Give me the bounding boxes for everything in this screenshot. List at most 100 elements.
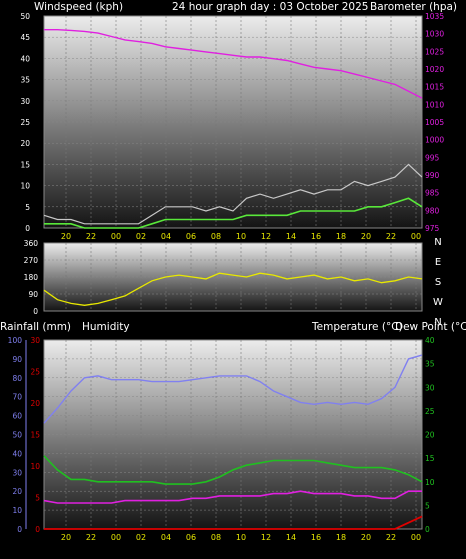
y-tick-label: 30 [12,468,22,477]
y-tick-label: 180 [24,273,39,282]
y-tick-label: 0 [425,525,430,534]
y-tick-label: 30 [425,383,435,392]
y-tick-label: 15 [425,454,435,463]
x-tick-label: 10 [236,232,246,241]
x-tick-label: 04 [161,232,171,241]
x-tick-label: 14 [286,232,296,241]
x-tick-label: 16 [311,533,321,542]
compass-label: N [434,317,441,328]
x-tick-label: 00 [111,533,121,542]
y-tick-label: 10 [30,462,40,471]
y-tick-label: 20 [20,139,30,148]
y-tick-label: 975 [425,224,440,233]
y-tick-label: 90 [12,355,22,364]
x-tick-label: 00 [111,232,121,241]
x-tick-label: 14 [286,533,296,542]
rainfall-line [44,515,423,530]
x-tick-label: 22 [86,533,96,542]
y-tick-label: 40 [12,449,22,458]
y-tick-label: 0 [33,307,38,316]
compass-label: E [435,257,441,268]
y-tick-label: 20 [425,431,435,440]
y-tick-label: 10 [425,478,435,487]
gust-line [43,163,423,225]
y-tick-label: 5 [425,501,430,510]
temperature-axis-label: Temperature (°C) [311,321,403,333]
y-tick-label: 90 [28,290,38,299]
x-tick-label: 08 [211,232,221,241]
x-tick-label: 16 [311,232,321,241]
graph-title: 24 hour graph day : 03 October 2025 [172,1,368,13]
temperature-line [43,455,423,485]
x-tick-label: 10 [236,533,246,542]
x-tick-label: 02 [136,232,146,241]
x-tick-label: 06 [186,232,196,241]
y-tick-label: 990 [425,171,440,180]
x-tick-label: 00 [411,533,421,542]
x-tick-label: 20 [361,533,371,542]
tick-labels: 20 22 00 02 04 06 08 10 12 14 16 18 20 22 000510152025… [8,12,445,542]
y-tick-label: 20 [12,487,22,496]
x-tick-label: 06 [186,533,196,542]
y-tick-label: 1025 [425,47,444,56]
y-tick-label: 1005 [425,118,444,127]
x-tick-label: 22 [86,232,96,241]
x-tick-label: 22 [386,533,396,542]
y-tick-label: 60 [12,412,22,421]
y-tick-label: 270 [24,256,39,265]
y-tick-label: 45 [20,33,30,42]
y-tick-label: 5 [25,203,30,212]
y-tick-label: 15 [30,431,40,440]
x-tick-label: 02 [136,533,146,542]
y-tick-label: 35 [425,360,435,369]
y-tick-label: 70 [12,393,22,402]
x-tick-label: 20 [61,232,71,241]
y-tick-label: 25 [20,118,30,127]
y-tick-label: 40 [425,336,435,345]
x-tick-label: 20 [361,232,371,241]
y-tick-label: 1015 [425,83,444,92]
dew-point-line [43,490,422,504]
y-tick-label: 40 [20,54,30,63]
y-tick-label: 80 [12,374,22,383]
y-tick-label: 0 [17,525,22,534]
y-tick-label: 360 [24,239,39,248]
y-tick-label: 10 [20,182,30,191]
y-tick-label: 1035 [425,12,444,21]
barometer-axis-label: Barometer (hpa) [370,1,457,13]
y-tick-label: 1030 [425,30,444,39]
y-tick-label: 1010 [425,100,444,109]
x-tick-label: 18 [336,232,346,241]
y-tick-label: 1020 [425,65,444,74]
wind-direction-line [43,272,423,306]
y-tick-label: 50 [12,431,22,440]
y-tick-label: 50 [20,12,30,21]
y-tick-label: 100 [8,336,23,345]
humidity-axis-label: Humidity [82,321,130,333]
x-tick-label: 08 [211,533,221,542]
y-tick-label: 35 [20,76,30,85]
y-tick-label: 1000 [425,136,444,145]
x-tick-label: 22 [386,232,396,241]
compass-label: S [435,277,441,288]
windspeed-line [44,197,423,229]
y-tick-label: 5 [35,494,40,503]
y-tick-label: 25 [30,368,40,377]
rainfall-axis-label: Rainfall (mm) [0,321,71,333]
y-tick-label: 30 [20,97,30,106]
y-tick-label: 15 [20,160,30,169]
x-tick-label: 12 [261,533,271,542]
y-tick-label: 30 [30,336,40,345]
gridlines [25,15,422,530]
y-tick-label: 980 [425,206,440,215]
x-tick-label: 20 [61,533,71,542]
compass-label: W [433,297,443,308]
y-tick-label: 0 [25,224,30,233]
compass-label: N [434,237,441,248]
x-tick-label: 00 [411,232,421,241]
y-tick-label: 25 [425,407,435,416]
y-tick-label: 995 [425,153,440,162]
x-tick-label: 04 [161,533,171,542]
